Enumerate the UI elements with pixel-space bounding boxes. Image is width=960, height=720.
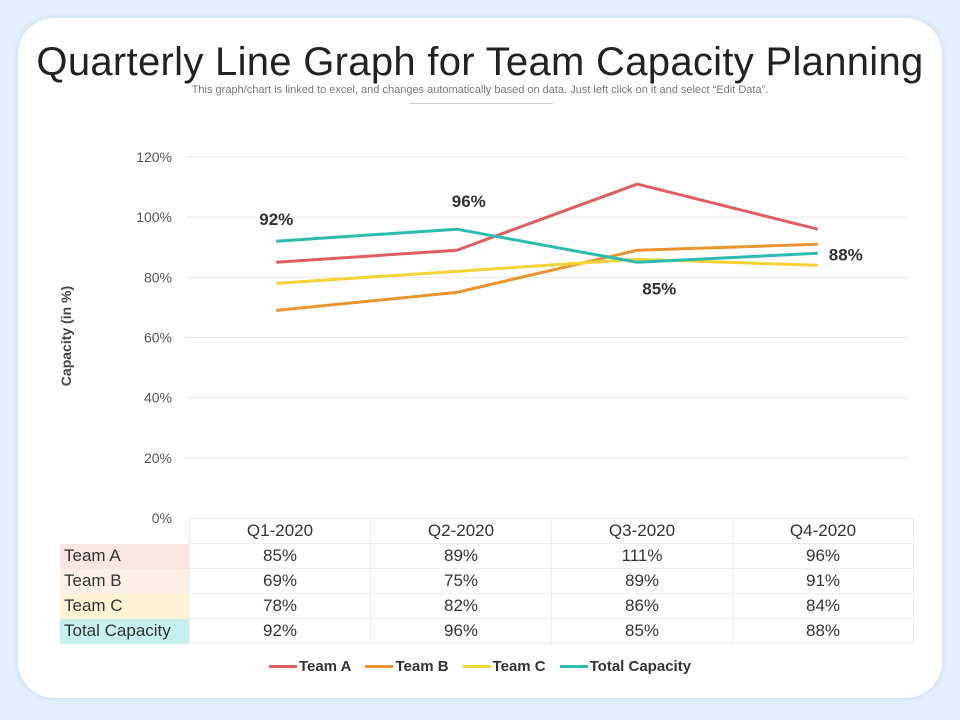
table-header: Q2-2020 — [370, 518, 552, 544]
legend-label: Team C — [492, 658, 546, 675]
legend: Team A Team B Team C Total Capacity — [0, 658, 960, 675]
table-cell: 92% — [189, 618, 371, 644]
table-header: Q4-2020 — [732, 518, 914, 544]
y-tick-label: 120% — [136, 149, 172, 165]
table-row: Total Capacity 92% 96% 85% 88% — [60, 618, 914, 644]
table-cell: 78% — [189, 593, 371, 619]
y-tick-label: 100% — [136, 209, 172, 225]
table-cell: 96% — [370, 618, 552, 644]
table-cell: 85% — [189, 543, 371, 569]
table-row: Team C 78% 82% 86% 84% — [60, 593, 914, 619]
legend-label: Team B — [395, 658, 449, 675]
table-cell: 69% — [189, 568, 371, 594]
row-label: Team A — [60, 543, 190, 569]
subtitle: This graph/chart is linked to excel, and… — [191, 84, 769, 96]
table-cell: 89% — [370, 543, 552, 569]
legend-swatch — [365, 665, 394, 668]
table-header: Q3-2020 — [551, 518, 733, 544]
legend-swatch — [559, 665, 588, 668]
series-line-team-a — [276, 182, 819, 264]
y-tick-label: 60% — [144, 330, 172, 346]
table-cell: 86% — [551, 593, 733, 619]
table-cell: 89% — [551, 568, 733, 594]
legend-item: Team A — [268, 658, 352, 675]
row-label: Total Capacity — [60, 618, 190, 644]
table-cell: 111% — [551, 543, 733, 569]
series-line-total-capacity — [276, 227, 818, 264]
table-cell: 84% — [732, 593, 914, 619]
page-title: Quarterly Line Graph for Team Capacity P… — [36, 40, 924, 84]
table-cell: 91% — [732, 568, 914, 594]
data-label: 85% — [642, 279, 676, 298]
table-row: Team B 69% 75% 89% 91% — [60, 568, 914, 594]
legend-item: Team B — [365, 658, 449, 675]
legend-label: Team A — [298, 658, 352, 675]
series-line-team-b — [276, 242, 818, 312]
table-cell: 96% — [732, 543, 914, 569]
table-cell: 85% — [551, 618, 733, 644]
data-table: Q1-2020 Q2-2020 Q3-2020 Q4-2020 Team A 8… — [60, 518, 914, 644]
table-header: Q1-2020 — [189, 518, 371, 544]
legend-item: Team C — [462, 658, 546, 675]
legend-item: Total Capacity — [559, 658, 692, 675]
table-row: Team A 85% 89% 111% 96% — [60, 543, 914, 569]
data-label: 96% — [452, 192, 486, 211]
divider — [410, 103, 553, 104]
table-cell: 75% — [370, 568, 552, 594]
table-corner — [60, 518, 190, 544]
table-cell: 82% — [370, 593, 552, 619]
y-tick-label: 80% — [144, 269, 172, 285]
y-tick-label: 20% — [144, 450, 172, 466]
data-label: 92% — [259, 210, 293, 229]
table-header-row: Q1-2020 Q2-2020 Q3-2020 Q4-2020 — [60, 518, 914, 544]
series-line-team-c — [276, 257, 818, 285]
y-tick-label: 40% — [144, 390, 172, 406]
legend-swatch — [462, 665, 491, 668]
legend-label: Total Capacity — [589, 658, 692, 675]
data-label: 88% — [829, 245, 863, 264]
row-label: Team C — [60, 593, 190, 619]
table-cell: 88% — [732, 618, 914, 644]
row-label: Team B — [60, 568, 190, 594]
legend-swatch — [268, 665, 297, 668]
